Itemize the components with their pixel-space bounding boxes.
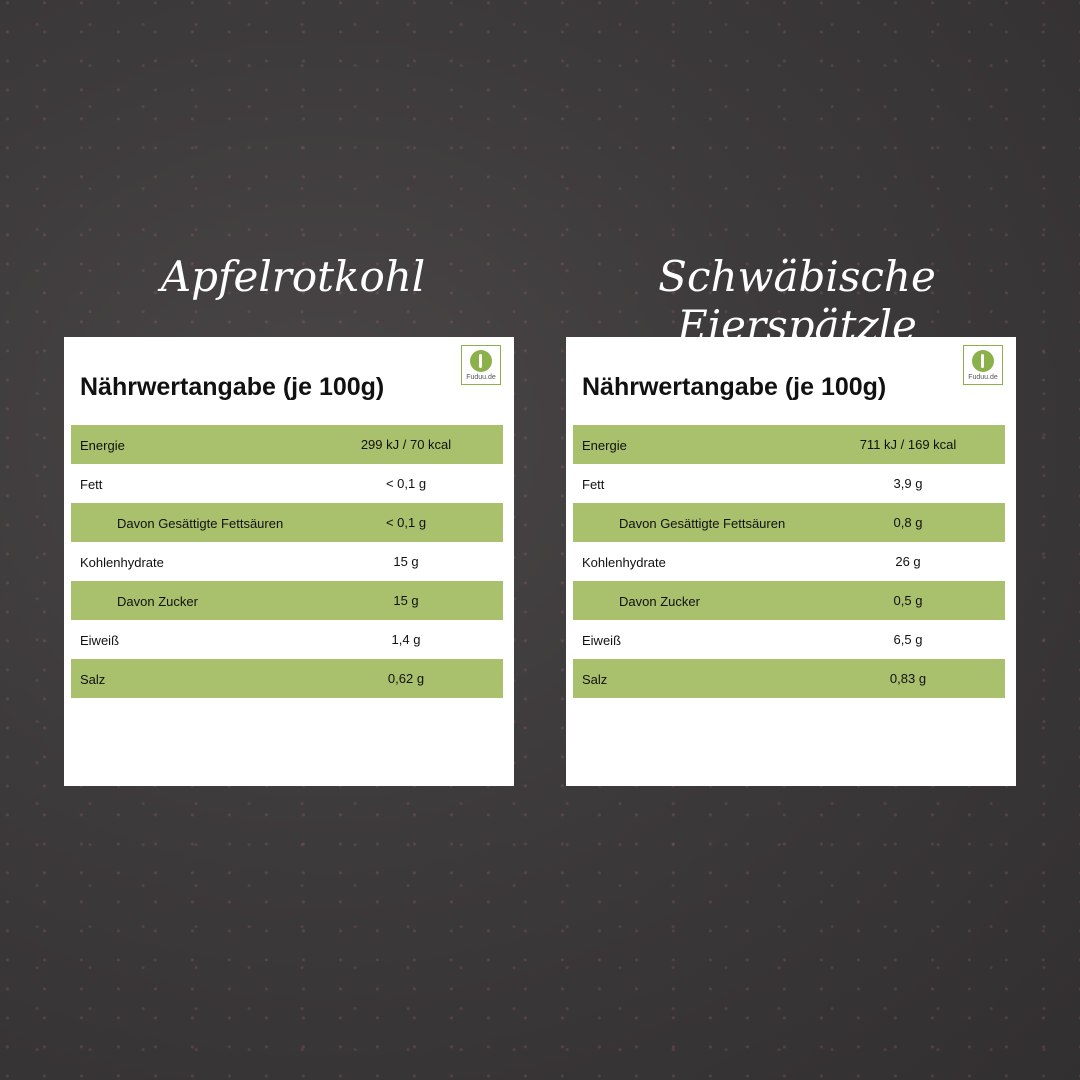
nutrient-value: 299 kJ / 70 kcal bbox=[360, 437, 452, 452]
nutrient-value: 0,8 g bbox=[893, 515, 923, 530]
dish-title: Apfelrotkohl bbox=[160, 252, 426, 301]
nutrition-row: Salz 0,83 g bbox=[573, 659, 1005, 698]
nutrition-card: Nährwertangabe (je 100g) Fuduu.de Energi… bbox=[566, 337, 1016, 786]
nutrition-row: Davon Gesättigte Fettsäuren < 0,1 g bbox=[71, 503, 503, 542]
nutrient-label: Fett bbox=[80, 477, 103, 492]
nutrition-row: Fett 3,9 g bbox=[573, 464, 1005, 503]
nutrition-row: Kohlenhydrate 15 g bbox=[71, 542, 503, 581]
card-title: Nährwertangabe (je 100g) bbox=[582, 373, 887, 401]
nutrient-value: < 0,1 g bbox=[385, 476, 427, 491]
nutrient-label: Kohlenhydrate bbox=[582, 555, 666, 570]
nutrient-value: < 0,1 g bbox=[385, 515, 427, 530]
nutrition-row: Eiweiß 6,5 g bbox=[573, 620, 1005, 659]
nutrient-label: Energie bbox=[582, 438, 627, 453]
nutrient-label: Salz bbox=[582, 672, 608, 687]
nutrition-card: Nährwertangabe (je 100g) Fuduu.de Energi… bbox=[64, 337, 514, 786]
nutrient-value: 3,9 g bbox=[893, 476, 923, 491]
nutrition-row: Energie 711 kJ / 169 kcal bbox=[573, 425, 1005, 464]
nutrient-value: 1,4 g bbox=[391, 632, 421, 647]
nutrient-value: 15 g bbox=[393, 554, 419, 569]
nutrition-row: Fett < 0,1 g bbox=[71, 464, 503, 503]
nutrient-label: Salz bbox=[80, 672, 106, 687]
nutrient-label: Davon Gesättigte Fettsäuren bbox=[117, 516, 284, 531]
nutrient-label: Davon Zucker bbox=[117, 594, 198, 609]
nutrition-row: Davon Zucker 15 g bbox=[71, 581, 503, 620]
nutrient-label: Davon Zucker bbox=[619, 594, 700, 609]
nutrient-value: 0,83 g bbox=[889, 671, 927, 686]
dish-title: Schwäbische Eierspätzle bbox=[658, 252, 936, 350]
nutrient-value: 26 g bbox=[895, 554, 921, 569]
plate-fork-icon bbox=[972, 350, 994, 372]
nutrient-label: Davon Gesättigte Fettsäuren bbox=[619, 516, 786, 531]
nutrient-value: 711 kJ / 169 kcal bbox=[859, 437, 957, 452]
nutrient-label: Fett bbox=[582, 477, 605, 492]
nutrition-row: Davon Zucker 0,5 g bbox=[573, 581, 1005, 620]
nutrient-label: Eiweiß bbox=[582, 633, 622, 648]
nutrient-label: Energie bbox=[80, 438, 125, 453]
nutrient-value: 0,62 g bbox=[387, 671, 425, 686]
nutrient-label: Eiweiß bbox=[80, 633, 120, 648]
plate-fork-icon bbox=[470, 350, 492, 372]
nutrient-label: Kohlenhydrate bbox=[80, 555, 164, 570]
nutrient-value: 6,5 g bbox=[893, 632, 923, 647]
card-title: Nährwertangabe (je 100g) bbox=[80, 373, 385, 401]
nutrition-row: Salz 0,62 g bbox=[71, 659, 503, 698]
nutrition-row: Eiweiß 1,4 g bbox=[71, 620, 503, 659]
nutrition-row: Davon Gesättigte Fettsäuren 0,8 g bbox=[573, 503, 1005, 542]
nutrition-row: Energie 299 kJ / 70 kcal bbox=[71, 425, 503, 464]
fuduu-logo: Fuduu.de bbox=[963, 345, 1003, 385]
nutrition-row: Kohlenhydrate 26 g bbox=[573, 542, 1005, 581]
nutrient-value: 15 g bbox=[393, 593, 419, 608]
nutrient-value: 0,5 g bbox=[893, 593, 923, 608]
fuduu-logo: Fuduu.de bbox=[461, 345, 501, 385]
